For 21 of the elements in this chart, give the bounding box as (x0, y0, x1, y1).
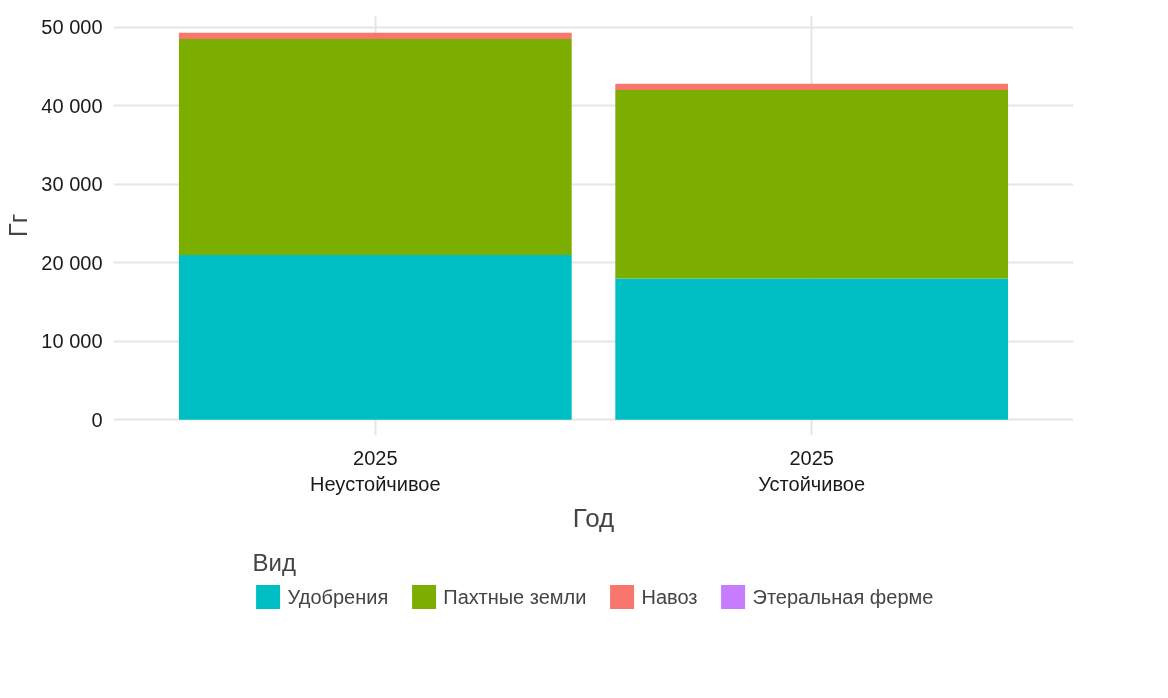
y-tick-label: 10 000 (41, 330, 103, 353)
legend-label: Этеральная ферме (752, 585, 934, 608)
bar (615, 278, 1009, 420)
bar (178, 32, 572, 40)
legend-title: Вид (252, 548, 297, 577)
bar (178, 39, 572, 255)
y-axis-title: Гг (3, 213, 34, 238)
bar (178, 254, 572, 420)
x-axis-title: Год (572, 502, 615, 533)
y-tick-label: 20 000 (41, 251, 103, 274)
bar (615, 90, 1009, 279)
x-tick-label: 2025 Устойчивое (758, 446, 866, 495)
y-tick-label: 40 000 (41, 94, 103, 117)
bar (615, 83, 1009, 91)
legend-label: Пахтные земли (443, 585, 587, 608)
legend-label: Навоз (641, 585, 698, 608)
y-tick-label: 0 (91, 408, 103, 431)
y-tick-label: 50 000 (41, 16, 103, 39)
x-tick-label: 2025 Неустойчивое (310, 446, 441, 495)
legend-label: Удобрения (287, 585, 389, 608)
y-tick-label: 30 000 (41, 173, 103, 196)
